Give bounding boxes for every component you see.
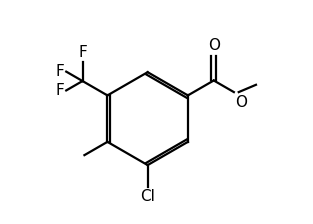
Text: F: F [56, 83, 64, 98]
Text: F: F [78, 45, 87, 60]
Text: O: O [208, 39, 220, 54]
Text: Cl: Cl [140, 190, 155, 205]
Text: O: O [235, 95, 247, 110]
Text: F: F [56, 64, 64, 79]
